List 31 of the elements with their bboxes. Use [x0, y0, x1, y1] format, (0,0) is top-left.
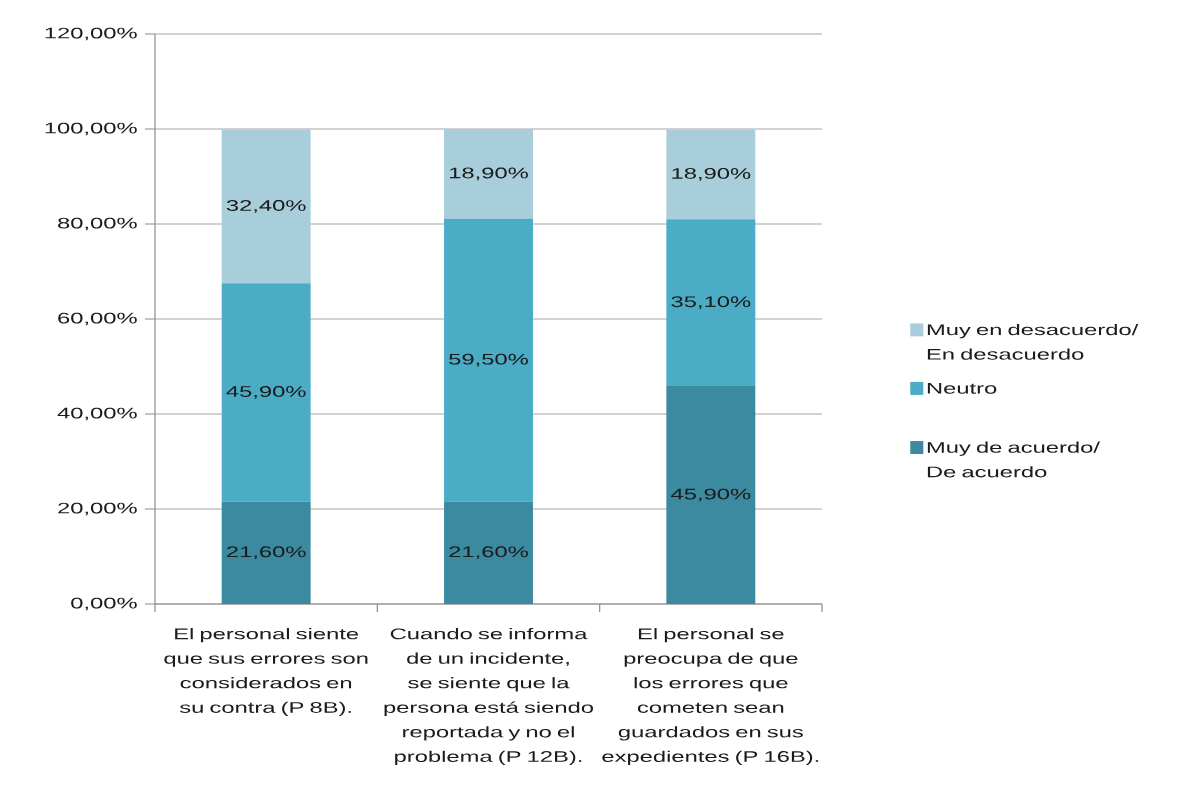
data-label: 35,10% [671, 296, 751, 309]
legend-label: Muy de acuerdo/ De acuerdo [927, 441, 1100, 478]
x-tick-label: El personal siente que sus errores son considerados en su contra (P 8B). [164, 628, 368, 716]
data-label: 21,60% [227, 546, 306, 560]
data-label: 59,50% [449, 353, 528, 367]
data-label: 32,40% [226, 200, 306, 213]
y-tick-label: 40,00% [57, 407, 137, 421]
bar [221, 283, 311, 502]
bar [444, 501, 533, 604]
bar [666, 219, 756, 386]
bar [221, 501, 311, 604]
data-label: 21,60% [449, 546, 528, 560]
x-tick-label: Cuando se informa de un incidente, se siente que la persona está siendo reportada y no el problema (P 12B). [384, 628, 594, 765]
data-label: 18,90% [450, 167, 528, 181]
data-label: 45,90% [226, 386, 306, 399]
y-tick-label: 60,00% [58, 312, 137, 326]
bar [444, 218, 533, 502]
bar [666, 385, 756, 604]
legend-label: Neutro [927, 383, 997, 394]
x-tick-label: El personal se preocupa de que los errores que cometen sean guardados en sus expedientes (P 16B). [602, 628, 819, 765]
bar [666, 129, 756, 220]
y-tick-label: 0,00% [71, 597, 137, 611]
data-label: 45,90% [671, 488, 751, 502]
y-tick-label: 80,00% [58, 217, 137, 231]
data-label: 18,90% [672, 168, 751, 181]
y-tick-label: 20,00% [58, 502, 137, 516]
legend-label: Muy en desacuerdo/ En desacuerdo [927, 323, 1139, 360]
y-tick-label: 120,00% [45, 27, 137, 41]
y-tick-label: 100,00% [45, 122, 137, 136]
bar [444, 129, 533, 219]
bar [221, 129, 311, 284]
